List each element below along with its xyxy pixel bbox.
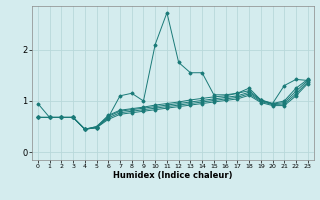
X-axis label: Humidex (Indice chaleur): Humidex (Indice chaleur) xyxy=(113,171,233,180)
